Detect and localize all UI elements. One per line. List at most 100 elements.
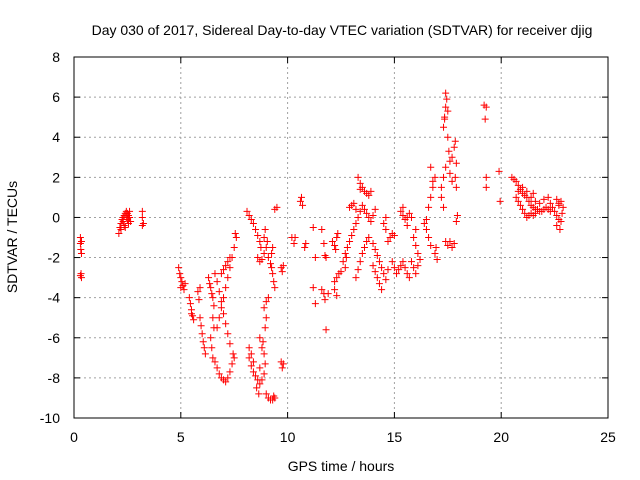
data-point: [386, 234, 394, 241]
data-point: [445, 147, 453, 155]
data-point: [556, 225, 564, 233]
data-point: [380, 219, 388, 227]
data-point: [198, 330, 206, 338]
data-point: [397, 262, 405, 270]
y-tick-label: -6: [48, 330, 61, 346]
data-point: [222, 284, 230, 292]
data-point: [249, 368, 257, 376]
data-point: [207, 334, 215, 342]
data-point: [369, 211, 377, 219]
data-point: [77, 238, 85, 246]
y-tick-label: 0: [52, 209, 60, 225]
data-point: [210, 302, 218, 310]
chart-title: Day 030 of 2017, Sidereal Day-to-day VTE…: [92, 22, 593, 38]
data-point: [453, 211, 461, 219]
data-point: [384, 266, 392, 274]
data-point: [245, 354, 253, 362]
data-point: [331, 286, 339, 294]
data-point: [363, 238, 371, 246]
data-point: [197, 322, 205, 330]
data-point: [247, 362, 255, 370]
data-point: [559, 203, 567, 211]
data-point: [356, 185, 364, 193]
data-point: [371, 268, 379, 276]
data-point: [271, 284, 279, 292]
data-point: [76, 234, 84, 241]
data-point: [269, 270, 277, 278]
x-tick-label: 0: [70, 429, 78, 445]
data-point: [254, 254, 262, 262]
data-point: [309, 284, 317, 292]
data-point: [427, 193, 435, 201]
data-point: [232, 234, 240, 241]
data-point: [412, 242, 420, 250]
grid-lines: [74, 57, 608, 418]
data-point: [442, 163, 450, 171]
data-points: [76, 89, 567, 404]
data-point: [320, 240, 328, 248]
data-point: [256, 334, 264, 342]
data-point: [260, 234, 268, 241]
data-point: [115, 229, 123, 237]
data-point: [363, 209, 371, 217]
data-point: [360, 244, 368, 252]
data-point: [279, 360, 287, 368]
y-tick-label: 4: [52, 129, 60, 145]
data-point: [437, 183, 445, 191]
data-point: [209, 294, 217, 302]
data-point: [405, 209, 413, 217]
data-point: [226, 368, 234, 376]
data-point: [531, 197, 539, 205]
data-point: [175, 264, 183, 272]
data-point: [264, 294, 272, 302]
data-point: [448, 244, 456, 252]
data-point: [352, 274, 360, 282]
data-point: [209, 314, 217, 322]
data-point: [206, 280, 214, 288]
data-point: [302, 240, 310, 248]
data-point: [301, 244, 309, 252]
data-point: [410, 234, 418, 241]
data-point: [512, 177, 520, 185]
data-point: [444, 107, 452, 115]
data-point: [194, 288, 202, 296]
data-point: [252, 225, 260, 233]
data-point: [451, 137, 459, 145]
data-point: [452, 217, 460, 225]
data-point: [264, 254, 272, 262]
data-point: [200, 344, 208, 352]
data-point: [407, 213, 415, 221]
data-point: [176, 270, 184, 278]
data-point: [384, 238, 392, 246]
data-point: [525, 197, 533, 205]
data-point: [333, 274, 341, 282]
data-point: [211, 270, 219, 278]
data-point: [270, 392, 278, 400]
data-point: [365, 234, 373, 241]
data-point: [224, 274, 232, 282]
data-point: [311, 254, 319, 262]
data-point: [341, 264, 349, 272]
data-point: [177, 284, 185, 292]
data-point: [185, 294, 193, 302]
data-point: [261, 324, 269, 332]
data-point: [540, 195, 548, 203]
data-point: [119, 217, 127, 225]
data-point: [243, 207, 251, 215]
data-point: [127, 217, 135, 225]
data-point: [261, 360, 269, 368]
data-point: [382, 213, 390, 221]
data-point: [529, 189, 537, 197]
data-point: [231, 229, 239, 237]
data-point: [380, 270, 388, 278]
data-point: [270, 278, 278, 286]
data-point: [448, 177, 456, 185]
axes: 0 5 10 15 20 25 -10 -8 -6 -4 -2 0 2 4 6 8: [40, 49, 616, 445]
data-point: [446, 157, 454, 165]
data-point: [318, 225, 326, 233]
data-point: [339, 258, 347, 266]
data-point: [403, 270, 411, 278]
data-point: [321, 296, 329, 304]
data-point: [495, 167, 503, 175]
